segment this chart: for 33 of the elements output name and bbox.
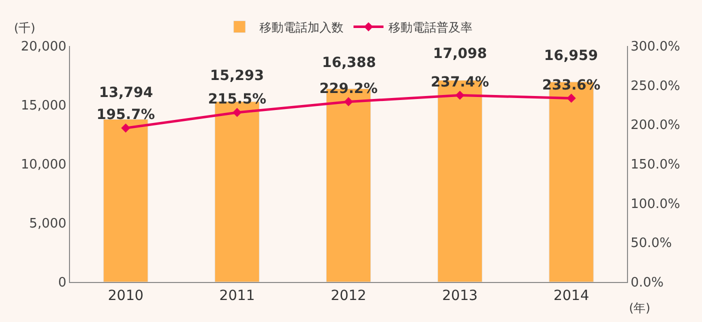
data-label: 16,959 [544, 48, 598, 64]
point [344, 97, 354, 106]
legend-label: 移動電話普及率 [388, 20, 472, 34]
data-label: 17,098 [433, 46, 488, 62]
x-tick-label: 2013 [442, 288, 478, 304]
y-tick-label: 15,000 [20, 98, 66, 114]
y-tick-label: 0 [58, 276, 66, 291]
data-label: 13,794 [99, 85, 154, 101]
y2-tick-label: 250.0% [630, 78, 680, 94]
y-tick-label: 5,000 [29, 216, 66, 232]
point [232, 108, 242, 118]
y-axis-title: (千) [14, 21, 36, 35]
y-tick-label: 20,000 [20, 40, 66, 55]
x-tick-label: 2011 [219, 288, 255, 304]
point [566, 94, 576, 103]
x-tick-label: 2014 [553, 288, 590, 304]
data-label: 195.7% [96, 107, 155, 124]
point [121, 124, 130, 133]
data-label: 15,293 [210, 68, 264, 84]
y2-tick-label: 300.0% [630, 40, 680, 55]
x-axis-title: (年) [629, 301, 650, 315]
y-tick-label: 10,000 [20, 158, 66, 173]
point [455, 90, 464, 100]
legend-label: 移動電話加入数 [260, 20, 344, 34]
y2-tick-label: 200.0% [630, 118, 680, 134]
y2-tick-label: 50.0% [630, 236, 672, 252]
x-tick-label: 2010 [108, 288, 144, 304]
y2-tick-label: 0.0% [630, 276, 664, 291]
bar [103, 118, 148, 282]
y2-tick-label: 100.0% [630, 196, 680, 212]
x-tick-label: 2012 [330, 288, 366, 304]
data-label: 16,388 [322, 55, 376, 71]
y2-tick-label: 150.0% [630, 158, 680, 173]
